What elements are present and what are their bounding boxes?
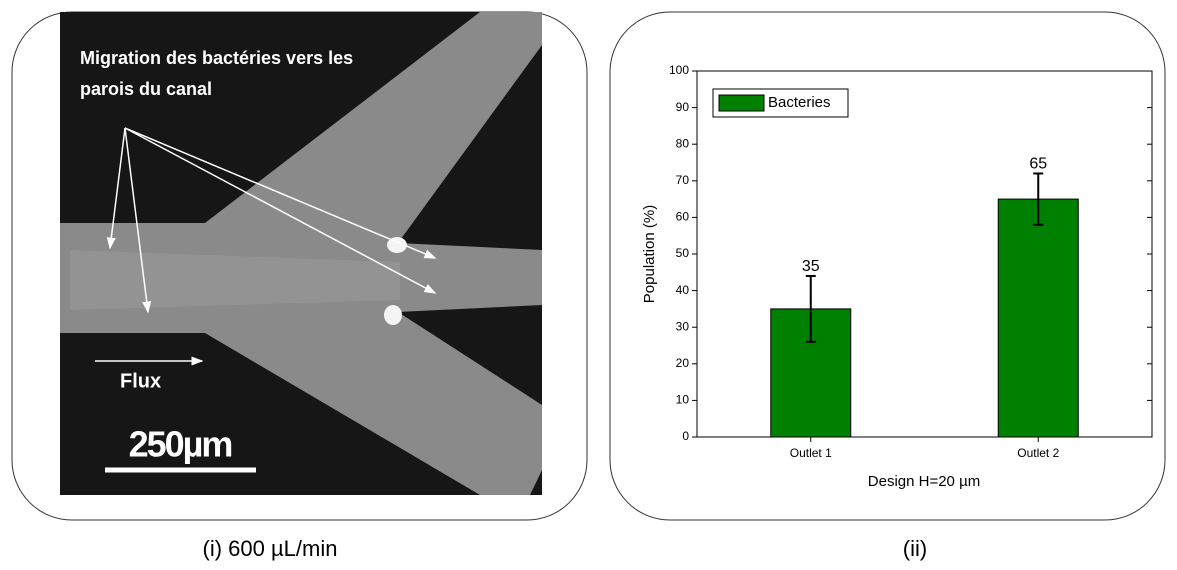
y-axis-label: Population (%) bbox=[641, 205, 658, 303]
y-tick-label: 40 bbox=[676, 283, 690, 297]
flow-label: Flux bbox=[120, 370, 161, 392]
x-tick-label: Outlet 1 bbox=[790, 446, 832, 460]
y-tick-label: 50 bbox=[676, 246, 690, 260]
data-label: 35 bbox=[802, 258, 820, 275]
y-tick-label: 80 bbox=[676, 136, 690, 150]
legend-swatch bbox=[718, 94, 765, 112]
y-tick-label: 30 bbox=[676, 319, 690, 333]
y-tick-label: 90 bbox=[676, 100, 690, 114]
panel-frame bbox=[609, 11, 1166, 521]
y-tick-label: 60 bbox=[676, 210, 690, 224]
scale-label: 250µm bbox=[129, 424, 232, 465]
x-axis-label: Design H=20 µm bbox=[868, 473, 980, 490]
plot-frame bbox=[696, 70, 1153, 438]
caption: (ii) bbox=[903, 536, 927, 561]
annotation: Migration des bactéries vers les bbox=[80, 48, 353, 68]
bar bbox=[997, 198, 1079, 438]
y-tick-label: 70 bbox=[676, 173, 690, 187]
y-tick-label: 100 bbox=[669, 63, 689, 77]
y-tick-label: 10 bbox=[676, 393, 690, 407]
y-tick-label: 0 bbox=[682, 429, 689, 443]
data-label: 65 bbox=[1029, 156, 1047, 173]
annotation: parois du canal bbox=[80, 79, 212, 99]
caption: (i) 600 µL/min bbox=[203, 536, 338, 561]
micrograph bbox=[60, 12, 542, 495]
y-tick-label: 20 bbox=[676, 356, 690, 370]
legend-label: Bacteries bbox=[768, 94, 831, 111]
x-tick-label: Outlet 2 bbox=[1017, 446, 1059, 460]
